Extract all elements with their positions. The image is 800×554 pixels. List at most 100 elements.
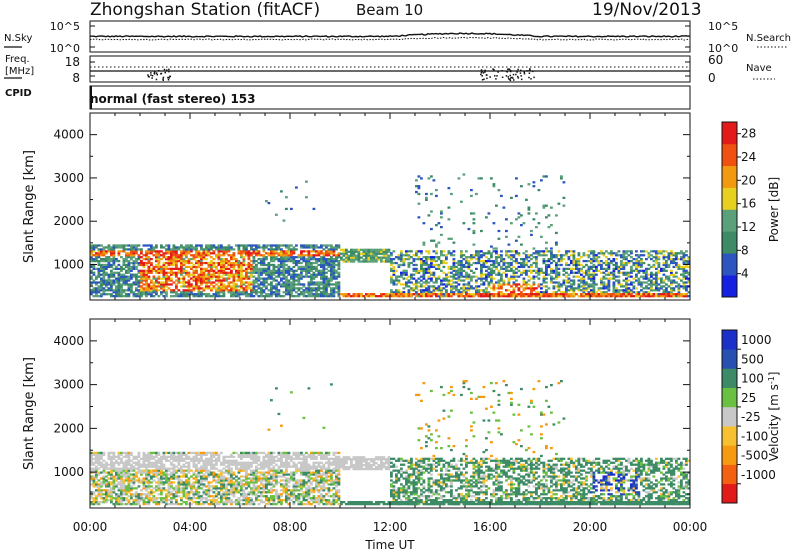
power-cell [672,287,676,290]
power-cell [465,265,468,269]
power-cell [477,177,481,180]
power-cell [197,291,201,294]
power-cell [342,260,346,263]
power-cell [147,258,151,261]
power-cell [307,256,311,259]
power-cell [345,293,348,296]
power-cell [300,287,303,290]
velocity-cell [170,477,173,480]
power-cell [142,263,146,267]
power-cell [127,283,131,286]
power-cell [95,275,98,278]
power-cell [337,295,341,298]
power-cell [300,254,303,257]
power-cell [487,252,491,255]
power-cell [132,295,136,298]
velocity-cell [180,497,183,500]
power-cell [297,267,301,270]
power-cell [220,267,223,270]
power-cell [527,259,531,263]
power-cell [592,283,596,286]
power-cell [415,291,418,294]
nave-scatter-dot [150,72,152,74]
power-cell [597,269,601,272]
power-cell [187,250,191,253]
velocity-cell [130,489,133,492]
velocity-cell [135,491,138,494]
power-cell [515,252,518,255]
power-cell [605,277,608,280]
power-cell [510,295,513,298]
velocity-cell [100,451,103,455]
power-cell [565,293,568,296]
power-cell [510,254,513,257]
nave-scatter-dot [508,68,511,70]
power-cell [217,263,221,267]
velocity-cell [142,455,146,458]
velocity-cell [105,475,108,478]
power-cell [267,289,271,292]
power-cell [180,261,183,265]
power-cell [490,279,493,282]
power-cell [390,267,393,270]
velocity-cell [132,495,136,498]
velocity-cell [150,461,153,464]
power-cell [587,267,591,270]
power-cell [535,261,538,265]
velocity-cell [130,479,133,482]
power-cell [455,273,458,276]
power-cell [425,250,428,253]
nave-scatter-dot [505,70,508,73]
velocity-cell [137,499,141,502]
power-cell [515,239,518,242]
power-cell [490,275,493,278]
power-cell [235,244,238,247]
power-cell [95,287,98,290]
power-cell [625,261,628,265]
power-cell [270,246,273,249]
power-cell [272,263,276,267]
power-cell [252,259,256,263]
nave-scatter-dot [169,75,172,78]
power-cell [482,273,486,276]
power-cell [262,291,266,294]
velocity-cell [120,473,123,476]
nave-scatter-dot [495,78,497,80]
power-cell [650,289,653,292]
power-cell [607,281,611,284]
power-cell [240,277,243,280]
power-cell [162,295,166,298]
power-cell [662,281,666,284]
power-cell [290,287,293,290]
power-cell [110,285,113,288]
power-cell [227,289,231,292]
power-cell [257,275,261,278]
velocity-cell [150,497,153,500]
velocity-cell [92,463,96,466]
power-cell [97,252,101,255]
power-cell [465,275,468,278]
power-cell [625,295,628,298]
power-cell [517,293,521,296]
power-cell [635,295,638,298]
power-cell [165,248,168,251]
power-cell [502,263,506,267]
power-cell [650,283,653,286]
power-cell [247,254,251,257]
power-cell [347,295,351,298]
power-cell [235,279,238,282]
power-cell [317,285,321,288]
power-cell [452,267,456,270]
power-cell [655,252,658,255]
power-cell [425,281,428,284]
power-cell [517,265,521,269]
power-cell [130,277,133,280]
power-cell [505,283,508,286]
power-cell [240,287,243,290]
power-cell [150,281,153,284]
power-cell [137,261,141,265]
power-cell [587,259,591,263]
power-cell [567,285,571,288]
velocity-cell [182,459,186,462]
power-cell [585,271,588,274]
